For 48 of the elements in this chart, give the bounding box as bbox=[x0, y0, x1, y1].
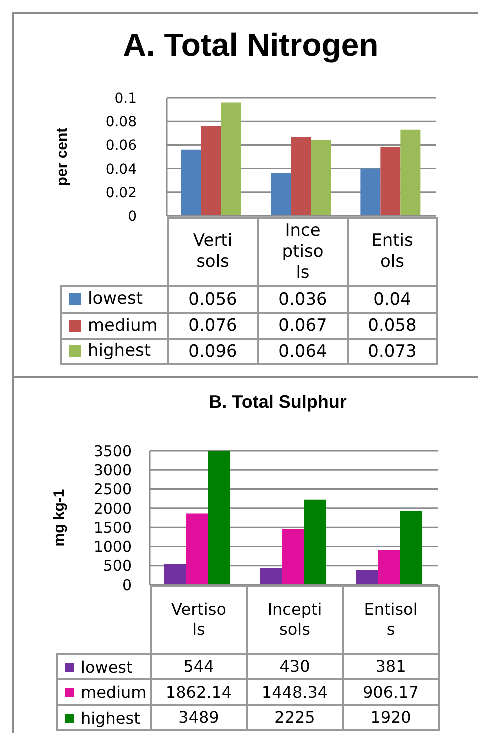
y-tick-label: 1000 bbox=[94, 538, 132, 556]
y-tick-label: 0 bbox=[128, 208, 137, 225]
data-label: 0.096 bbox=[168, 339, 258, 364]
y-tick-label: 0.04 bbox=[106, 162, 138, 178]
y-tick-label: 500 bbox=[103, 557, 132, 576]
y-tick-label: 0.1 bbox=[114, 90, 137, 107]
y-tick-label: 0.02 bbox=[106, 185, 137, 202]
data-label: 0.064 bbox=[258, 339, 348, 364]
data-label: 1448.34 bbox=[247, 679, 343, 705]
data-label: 2225 bbox=[247, 705, 343, 730]
data-label: 0.036 bbox=[258, 286, 348, 313]
y-tick-label: 2000 bbox=[94, 500, 132, 518]
data-label: 0.076 bbox=[168, 313, 258, 339]
legend-label: highest bbox=[81, 708, 140, 728]
y-tick-label: 2500 bbox=[94, 480, 132, 499]
data-label: 1920 bbox=[343, 705, 439, 730]
y-tick-label: 0.08 bbox=[106, 114, 137, 131]
legend-label: medium bbox=[88, 316, 158, 336]
x-tick-label: Inceptisols bbox=[266, 600, 324, 640]
legend-label: lowest bbox=[81, 658, 133, 676]
x-tick-label: Vertisols bbox=[170, 600, 228, 640]
data-label: 0.056 bbox=[168, 286, 258, 313]
data-label: 0.067 bbox=[258, 313, 348, 339]
data-label: 430 bbox=[247, 654, 343, 679]
legend-label: lowest bbox=[88, 289, 144, 309]
data-label: 3489 bbox=[151, 705, 247, 730]
y-tick-label: 1500 bbox=[94, 518, 132, 537]
y-tick-label: 3000 bbox=[94, 461, 132, 480]
data-label: 0.04 bbox=[348, 286, 437, 313]
chart-title: A. Total Nitrogen bbox=[122, 26, 380, 64]
y-tick-label: 0 bbox=[122, 576, 132, 594]
x-tick-label: Inceptisols bbox=[281, 220, 325, 284]
legend-label: highest bbox=[88, 341, 152, 361]
chart-title: B. Total Sulphur bbox=[208, 392, 348, 414]
y-tick-label: 3500 bbox=[94, 442, 132, 460]
y-axis-title: per cent bbox=[54, 128, 72, 186]
x-tick-label: Entisols bbox=[370, 231, 414, 273]
legend-label: medium bbox=[81, 683, 147, 702]
x-tick-label: Entisols bbox=[363, 600, 419, 640]
data-label: 1862.14 bbox=[151, 679, 247, 705]
data-label: 0.058 bbox=[348, 313, 437, 339]
y-tick-label: 0.06 bbox=[106, 138, 138, 154]
data-label: 906.17 bbox=[343, 679, 439, 705]
data-label: 544 bbox=[151, 654, 247, 679]
data-label: 381 bbox=[343, 654, 439, 679]
y-axis-title: mg kg-1 bbox=[50, 489, 68, 547]
x-tick-label: Vertisols bbox=[192, 231, 234, 273]
data-label: 0.073 bbox=[348, 339, 437, 364]
